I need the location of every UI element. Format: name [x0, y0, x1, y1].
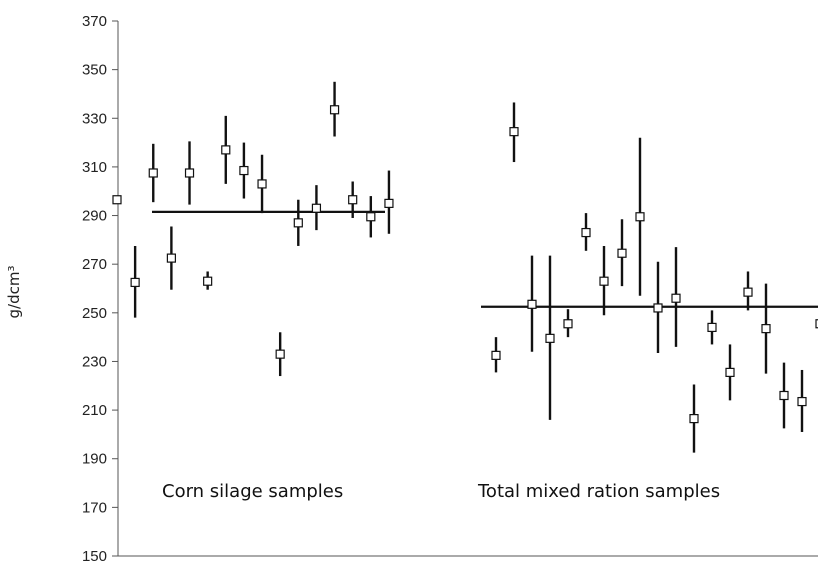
data-point	[779, 390, 789, 401]
y-tick-label: 290	[82, 208, 107, 225]
data-point	[257, 179, 267, 189]
data-point	[707, 322, 717, 333]
y-tick-label: 190	[82, 451, 107, 468]
data-point	[221, 145, 231, 155]
y-tick-label: 250	[82, 305, 107, 322]
data-point	[311, 203, 322, 213]
plot-area	[112, 81, 818, 453]
data-point	[761, 324, 771, 334]
y-tick-label: 330	[82, 110, 107, 127]
data-point	[797, 396, 807, 407]
y-axis: 150 170 190 210 230 250 270 290 310 330 350 370	[82, 13, 818, 563]
data-point	[166, 253, 176, 263]
data-point	[599, 276, 609, 286]
group-label-total-mixed-ration: Total mixed ration samples	[477, 481, 720, 502]
y-tick-label: 210	[82, 402, 107, 419]
data-point	[293, 218, 303, 228]
y-tick-label: 270	[82, 256, 107, 273]
y-tick-label: 370	[82, 13, 107, 30]
data-point	[491, 350, 501, 360]
y-tick-label: 350	[82, 62, 107, 79]
data-point	[581, 227, 591, 238]
data-point	[689, 414, 699, 424]
y-tick-label: 150	[82, 548, 107, 563]
data-point	[635, 212, 645, 222]
y-tick-label: 310	[82, 159, 107, 176]
data-point	[743, 287, 753, 297]
data-point	[148, 168, 158, 178]
y-axis-label: g/dcm³	[5, 266, 23, 319]
data-point	[384, 198, 394, 208]
data-point	[130, 277, 140, 288]
data-point	[366, 212, 376, 222]
data-point	[329, 105, 340, 115]
data-point	[815, 319, 818, 329]
data-point	[239, 165, 249, 176]
data-point	[725, 367, 735, 377]
data-point	[348, 195, 358, 205]
group-label-corn-silage: Corn silage samples	[162, 481, 343, 502]
data-point	[545, 333, 555, 343]
data-point	[509, 127, 519, 137]
data-point	[617, 248, 627, 258]
data-point	[527, 299, 537, 309]
y-tick-label: 170	[82, 499, 107, 516]
data-point	[671, 293, 681, 303]
data-point	[112, 195, 122, 205]
data-point	[184, 168, 195, 178]
data-point	[653, 303, 663, 313]
data-point	[203, 276, 213, 286]
y-tick-label: 230	[82, 353, 107, 370]
data-point	[275, 349, 285, 359]
data-point	[563, 319, 573, 329]
